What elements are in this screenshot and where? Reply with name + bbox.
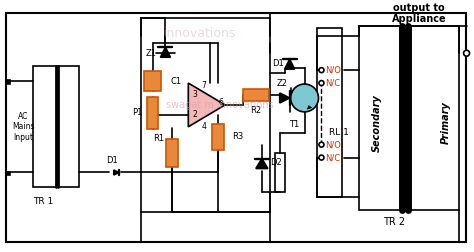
- Bar: [359, 26, 459, 210]
- Text: Z1: Z1: [146, 49, 157, 58]
- Text: P1: P1: [132, 108, 143, 117]
- Text: 3: 3: [192, 90, 197, 100]
- Polygon shape: [285, 59, 295, 69]
- Text: 2: 2: [192, 110, 197, 119]
- Text: TR 1: TR 1: [33, 197, 54, 206]
- Text: TR 2: TR 2: [383, 217, 405, 227]
- Text: T1: T1: [290, 120, 300, 129]
- Text: C1: C1: [171, 77, 182, 86]
- Circle shape: [464, 50, 470, 56]
- Circle shape: [319, 142, 324, 147]
- Bar: [7, 80, 10, 84]
- Bar: [318, 28, 342, 197]
- Polygon shape: [161, 47, 171, 57]
- Text: N/C: N/C: [326, 153, 341, 162]
- Text: N/C: N/C: [326, 79, 341, 87]
- Bar: [275, 153, 285, 192]
- Text: 6: 6: [218, 99, 223, 107]
- Polygon shape: [280, 93, 290, 103]
- Bar: [141, 18, 270, 212]
- Text: R2: R2: [250, 106, 262, 115]
- Polygon shape: [307, 106, 311, 109]
- Text: 7: 7: [202, 81, 207, 89]
- Polygon shape: [188, 83, 225, 127]
- Bar: [7, 172, 10, 175]
- Text: D1: D1: [106, 155, 118, 165]
- Text: R3: R3: [232, 132, 243, 141]
- Circle shape: [319, 68, 324, 73]
- Text: innovations: innovations: [164, 27, 237, 40]
- Text: N/O: N/O: [326, 66, 341, 75]
- Text: RL 1: RL 1: [329, 128, 349, 137]
- Polygon shape: [114, 170, 118, 175]
- Polygon shape: [256, 159, 268, 169]
- Circle shape: [291, 84, 319, 112]
- Bar: [166, 139, 178, 167]
- Text: output to
Appliance: output to Appliance: [392, 3, 446, 24]
- Text: N/O: N/O: [326, 140, 341, 149]
- Bar: [33, 66, 79, 187]
- Text: Secondary: Secondary: [372, 94, 382, 152]
- Circle shape: [319, 81, 324, 85]
- Text: Z2: Z2: [276, 79, 287, 88]
- Bar: [212, 124, 224, 150]
- Text: D2: D2: [270, 158, 282, 167]
- Text: R1: R1: [153, 134, 164, 143]
- Bar: [146, 97, 158, 129]
- Text: 4: 4: [202, 122, 207, 131]
- Text: swagat m innovations: swagat m innovations: [166, 100, 274, 110]
- Bar: [144, 71, 162, 91]
- Bar: [243, 89, 269, 101]
- Text: Primary: Primary: [441, 101, 451, 144]
- Circle shape: [319, 155, 324, 160]
- Text: D1: D1: [272, 59, 283, 68]
- Text: AC
Mains
Input: AC Mains Input: [12, 112, 35, 142]
